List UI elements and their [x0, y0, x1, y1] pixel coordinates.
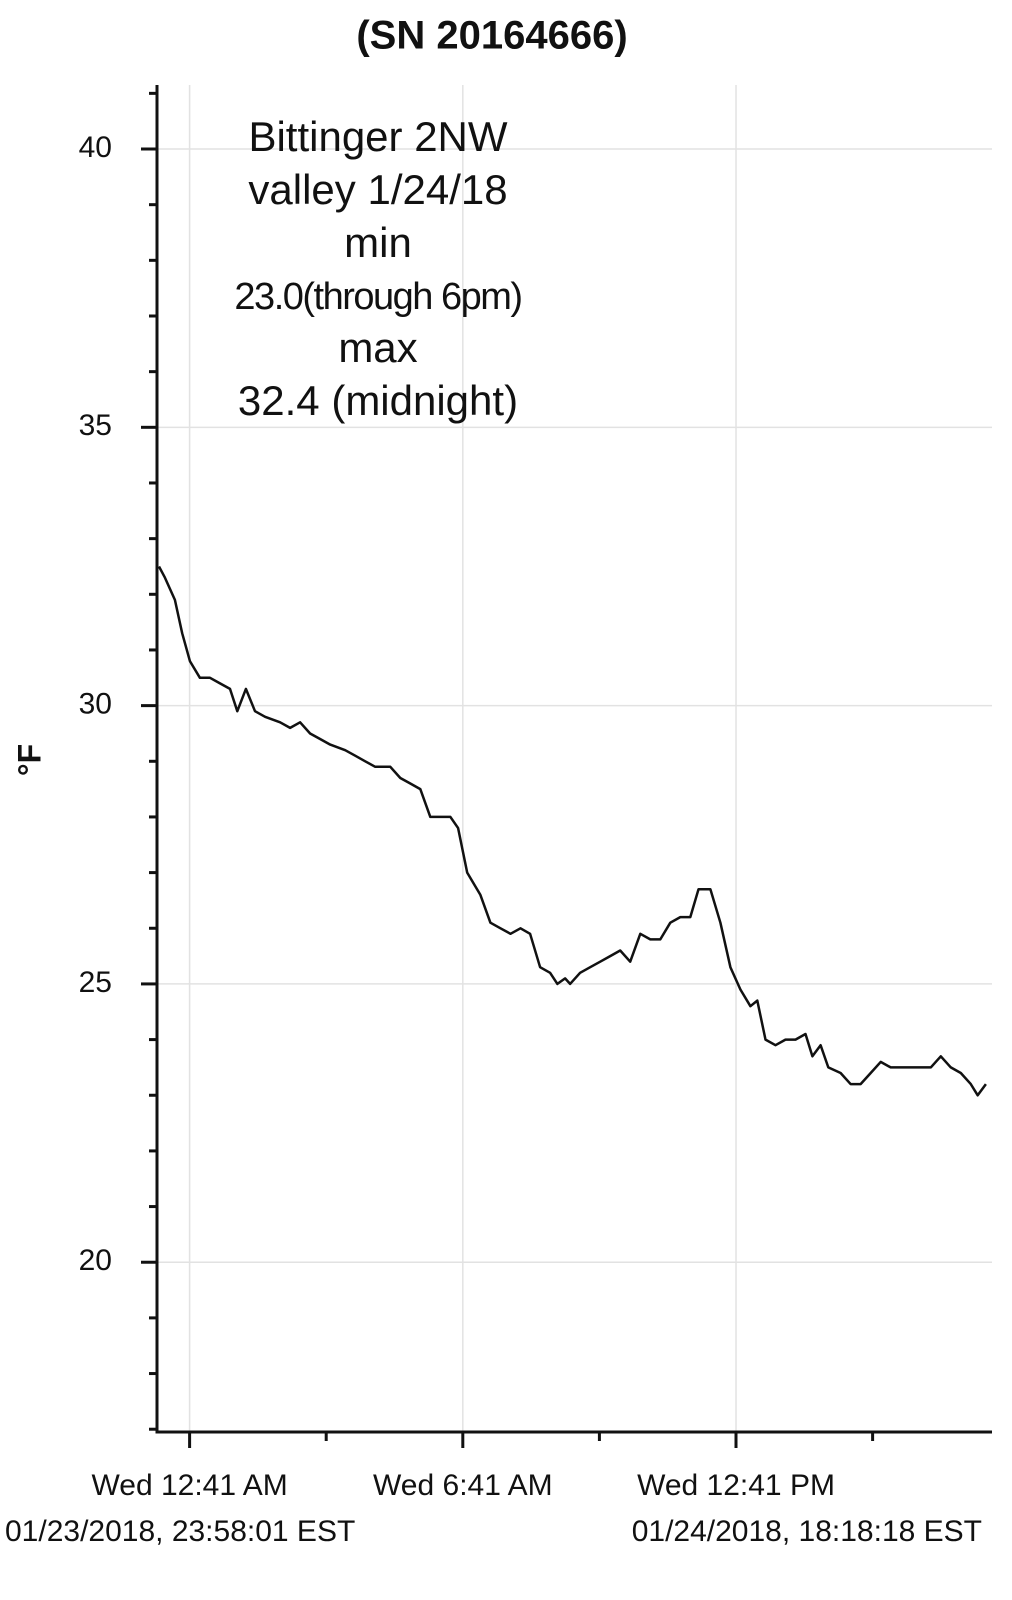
x-tick-label: Wed 12:41 PM [637, 1469, 835, 1502]
chart-title: (SN 20164666) [356, 14, 627, 58]
x-tick-label: Wed 6:41 AM [373, 1469, 553, 1502]
y-tick-label: 35 [79, 409, 112, 442]
annotation-line: 32.4 (midnight) [238, 377, 518, 424]
annotation-line: Bittinger 2NW [248, 113, 507, 160]
y-axis-label: °F [11, 744, 47, 776]
y-tick-label: 40 [79, 131, 112, 164]
annotation-line: 23.0(through 6pm) [234, 276, 521, 318]
annotation-line: valley 1/24/18 [248, 166, 507, 213]
annotation-line: max [338, 324, 417, 371]
y-tick-label: 20 [79, 1244, 112, 1277]
x-range-end: 01/24/2018, 18:18:18 EST [632, 1515, 982, 1548]
x-tick-label: Wed 12:41 AM [91, 1469, 287, 1502]
y-tick-label: 30 [79, 688, 112, 721]
x-range-start: 01/23/2018, 23:58:01 EST [5, 1515, 355, 1548]
data-line [157, 565, 987, 1097]
y-tick-label: 25 [79, 966, 112, 999]
annotation-line: min [344, 219, 412, 266]
